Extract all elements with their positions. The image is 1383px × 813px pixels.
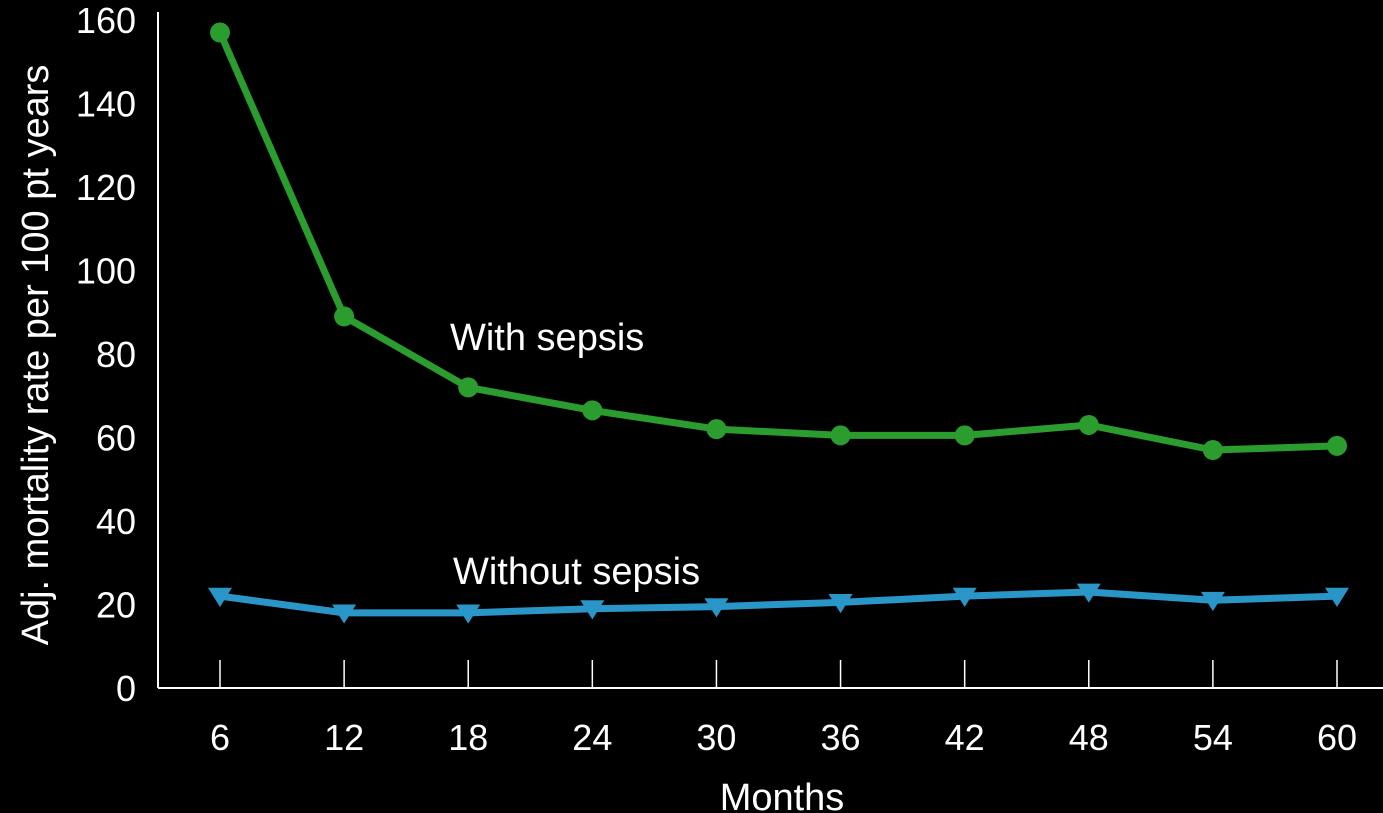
y-tick-label: 40 xyxy=(96,501,136,542)
data-point-with-sepsis xyxy=(334,306,355,327)
series-layer xyxy=(208,22,1349,624)
x-tick-label: 6 xyxy=(210,717,230,758)
data-point-without-sepsis xyxy=(208,587,232,607)
series-line-without-sepsis xyxy=(216,588,1341,617)
data-point-with-sepsis xyxy=(458,377,479,398)
data-point-with-sepsis xyxy=(582,400,603,421)
data-point-without-sepsis xyxy=(456,604,481,624)
data-point-without-sepsis xyxy=(1200,591,1225,612)
x-tick-label: 54 xyxy=(1193,717,1233,758)
data-point-without-sepsis xyxy=(828,594,853,614)
data-point-without-sepsis xyxy=(580,600,605,620)
y-tick-label: 120 xyxy=(76,167,136,208)
data-point-with-sepsis xyxy=(954,425,975,446)
data-point-without-sepsis xyxy=(332,604,357,624)
x-tick-label: 36 xyxy=(821,717,861,758)
data-point-without-sepsis xyxy=(1076,583,1101,603)
y-tick-label: 0 xyxy=(116,668,136,709)
series-line-with-sepsis xyxy=(216,29,1341,454)
x-tick-label: 12 xyxy=(324,717,364,758)
x-tick-label: 42 xyxy=(945,717,985,758)
x-ticks: 6 12 18 24 30 36 42 48 54 60 xyxy=(210,660,1357,758)
axes xyxy=(157,12,1383,689)
data-point-with-sepsis xyxy=(210,22,230,43)
data-point-with-sepsis xyxy=(1327,435,1347,456)
x-tick-label: 30 xyxy=(696,717,736,758)
y-tick-label: 140 xyxy=(76,84,136,125)
y-tick-label: 100 xyxy=(76,251,136,292)
y-tick-label: 20 xyxy=(96,585,136,626)
series-label-with-sepsis: With sepsis xyxy=(450,317,644,359)
y-ticks: 0 20 40 60 80 100 120 140 160 xyxy=(76,0,136,709)
x-tick-label: 48 xyxy=(1069,717,1109,758)
data-point-with-sepsis xyxy=(1078,414,1099,435)
y-tick-label: 60 xyxy=(96,418,136,459)
y-tick-label: 80 xyxy=(96,334,136,375)
series-label-without-sepsis: Without sepsis xyxy=(453,551,700,593)
x-tick-label: 18 xyxy=(448,717,488,758)
data-point-without-sepsis xyxy=(952,587,977,607)
data-point-without-sepsis xyxy=(704,598,729,618)
data-point-without-sepsis xyxy=(1325,587,1349,607)
data-point-with-sepsis xyxy=(830,425,851,446)
y-axis-title: Adj. mortality rate per 100 pt years xyxy=(15,65,57,646)
x-tick-label: 60 xyxy=(1317,717,1357,758)
data-point-with-sepsis xyxy=(1202,440,1223,461)
x-tick-label: 24 xyxy=(572,717,612,758)
y-tick-label: 160 xyxy=(76,0,136,41)
x-axis-title: Months xyxy=(720,777,845,813)
data-point-with-sepsis xyxy=(706,419,727,440)
